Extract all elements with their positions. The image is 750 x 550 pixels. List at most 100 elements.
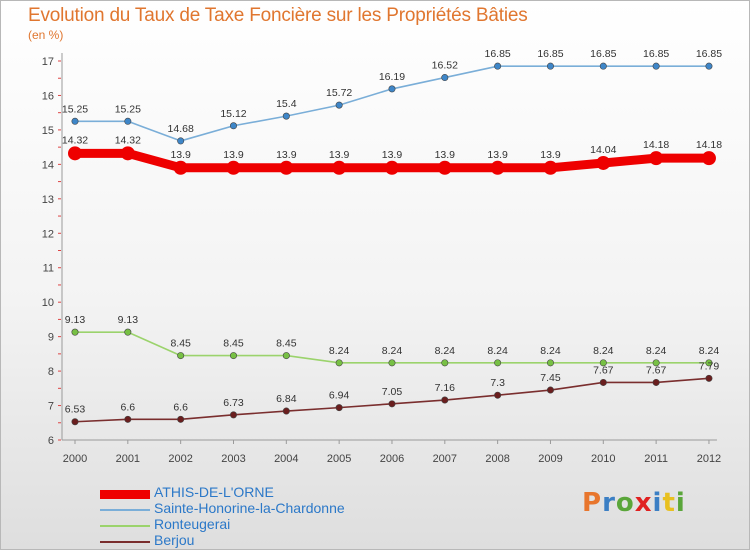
logo-letter: x bbox=[634, 488, 653, 518]
data-point bbox=[229, 352, 237, 360]
data-point bbox=[332, 160, 347, 175]
logo-letter: i bbox=[675, 488, 686, 518]
legend-label: ATHIS-DE-L'ORNE bbox=[154, 484, 274, 500]
y-tick-label: 13 bbox=[42, 194, 54, 206]
logo-letter: P bbox=[582, 488, 603, 518]
data-label: 6.53 bbox=[65, 404, 86, 416]
data-point bbox=[705, 62, 713, 70]
x-tick-label: 2008 bbox=[485, 453, 509, 465]
data-label: 16.85 bbox=[537, 48, 563, 60]
data-label: 14.68 bbox=[168, 123, 194, 135]
data-label: 9.13 bbox=[118, 314, 139, 326]
legend-swatch bbox=[100, 509, 150, 511]
y-tick-label: 15 bbox=[42, 125, 54, 137]
data-label: 16.85 bbox=[643, 48, 669, 60]
data-label: 13.9 bbox=[170, 149, 191, 161]
x-tick-label: 2006 bbox=[380, 453, 404, 465]
line-chart: 6 7 8 9 10 11 12 13 14 15 16 17 2000 2001 2002 2003 2004… bbox=[42, 48, 723, 465]
data-point bbox=[229, 122, 237, 130]
proxiti-logo: Proxiti bbox=[582, 488, 686, 518]
data-label: 14.18 bbox=[643, 139, 669, 151]
data-point bbox=[546, 62, 554, 70]
y-tick-label: 12 bbox=[42, 228, 54, 240]
data-labels-layer: 15.25 15.25 14.68 15.12 15.4 15.72 16.19 16.52 1… bbox=[62, 48, 722, 416]
x-tick-label: 2002 bbox=[168, 453, 192, 465]
x-tick-label: 2005 bbox=[327, 453, 351, 465]
legend-label: Sainte-Honorine-la-Chardonne bbox=[154, 500, 345, 516]
data-point bbox=[177, 137, 185, 145]
data-label: 16.85 bbox=[590, 48, 616, 60]
data-label: 14.32 bbox=[115, 134, 141, 146]
data-point bbox=[599, 378, 607, 386]
data-label: 6.94 bbox=[329, 390, 350, 402]
data-point bbox=[652, 359, 660, 367]
data-point bbox=[282, 407, 290, 415]
data-label: 15.72 bbox=[326, 87, 352, 99]
data-label: 13.9 bbox=[540, 149, 561, 161]
data-label: 8.24 bbox=[593, 345, 614, 357]
data-label: 8.24 bbox=[435, 345, 456, 357]
y-tick-label: 14 bbox=[42, 159, 54, 171]
legend-swatch bbox=[100, 525, 150, 527]
data-point bbox=[282, 112, 290, 120]
data-label: 15.25 bbox=[62, 103, 88, 115]
data-point bbox=[177, 352, 185, 360]
data-point bbox=[705, 374, 713, 382]
data-label: 14.18 bbox=[696, 139, 722, 151]
y-tick-label: 7 bbox=[48, 401, 54, 413]
legend-label: Ronteugerai bbox=[154, 516, 231, 532]
data-label: 16.19 bbox=[379, 71, 405, 83]
data-label: 6.73 bbox=[223, 397, 244, 409]
x-tick-label: 2000 bbox=[63, 453, 87, 465]
data-point bbox=[705, 359, 713, 367]
logo-letter: t bbox=[662, 488, 676, 518]
data-point bbox=[546, 386, 554, 394]
logo-letter: i bbox=[652, 488, 663, 518]
data-label: 13.9 bbox=[487, 149, 508, 161]
x-tick-label: 2012 bbox=[697, 453, 721, 465]
data-label: 7.79 bbox=[699, 360, 720, 372]
data-label: 13.9 bbox=[329, 149, 350, 161]
legend-label: Berjou bbox=[154, 532, 195, 548]
data-point bbox=[124, 415, 132, 423]
y-tick-label: 6 bbox=[48, 435, 54, 447]
data-label: 8.24 bbox=[699, 345, 720, 357]
data-point bbox=[494, 359, 502, 367]
data-label: 8.24 bbox=[329, 345, 350, 357]
data-point bbox=[649, 151, 664, 166]
data-point bbox=[279, 160, 294, 175]
data-point bbox=[701, 151, 716, 166]
data-label: 6.84 bbox=[276, 393, 297, 405]
data-point bbox=[437, 160, 452, 175]
data-point bbox=[282, 352, 290, 360]
data-label: 8.24 bbox=[540, 345, 561, 357]
data-point bbox=[120, 146, 135, 161]
y-tick-label: 16 bbox=[42, 90, 54, 102]
data-point bbox=[546, 359, 554, 367]
x-tick-label: 2001 bbox=[116, 453, 140, 465]
data-label: 7.16 bbox=[435, 382, 456, 394]
data-label: 8.45 bbox=[170, 338, 191, 350]
x-tick-label: 2003 bbox=[221, 453, 245, 465]
data-label: 15.4 bbox=[276, 98, 297, 110]
data-point bbox=[124, 328, 132, 336]
data-label: 7.05 bbox=[382, 386, 403, 398]
data-point bbox=[177, 415, 185, 423]
data-point bbox=[124, 117, 132, 125]
data-point bbox=[388, 400, 396, 408]
data-point bbox=[490, 160, 505, 175]
x-tick-label: 2010 bbox=[591, 453, 615, 465]
data-label: 8.45 bbox=[276, 338, 297, 350]
data-point bbox=[71, 418, 79, 426]
y-tick-label: 10 bbox=[42, 297, 54, 309]
data-point bbox=[543, 160, 558, 175]
data-label: 13.9 bbox=[435, 149, 456, 161]
data-label: 13.9 bbox=[223, 149, 244, 161]
data-label: 9.13 bbox=[65, 314, 86, 326]
data-label: 15.25 bbox=[115, 103, 141, 115]
data-label: 14.32 bbox=[62, 134, 88, 146]
data-point bbox=[441, 359, 449, 367]
legend-swatch bbox=[100, 489, 150, 499]
data-label: 7.67 bbox=[646, 364, 667, 376]
legend-swatch bbox=[100, 541, 150, 543]
